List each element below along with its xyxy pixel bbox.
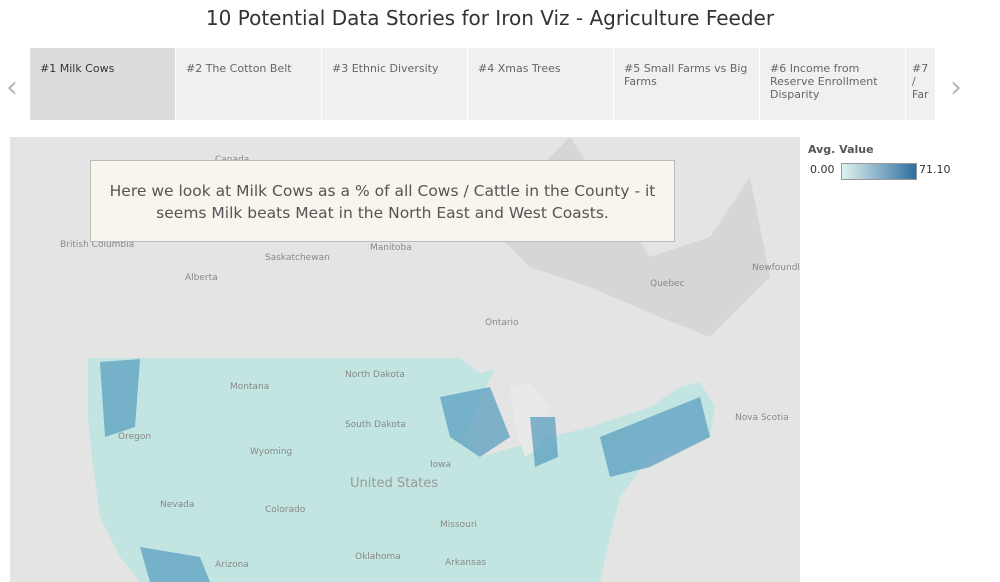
annotation: Here we look at Milk Cows as a % of all … [90, 160, 675, 242]
story-tab[interactable]: #2 The Cotton Belt [176, 48, 322, 120]
united-states [88, 358, 715, 582]
map-label: Oregon [118, 432, 151, 442]
map-label: Missouri [440, 520, 477, 530]
map-label: British Columbia [60, 240, 134, 250]
map-label: Colorado [265, 505, 306, 515]
legend-bar [841, 163, 917, 180]
map-label: South Dakota [345, 420, 406, 430]
map-label: Newfoundland and Labrador [752, 263, 800, 273]
story-tab[interactable]: #4 Xmas Trees [468, 48, 614, 120]
map-label: Alberta [185, 273, 218, 283]
map-label: Iowa [430, 460, 451, 470]
map-label: Ontario [485, 318, 519, 328]
map-label: Nevada [160, 500, 194, 510]
title: 10 Potential Data Stories for Iron Viz -… [205, 6, 775, 30]
legend: Avg. Value 0.00 71.10 [808, 143, 951, 180]
map-label: Arkansas [445, 558, 486, 568]
legend-title: Avg. Value [808, 143, 874, 156]
map-label: Saskatchewan [265, 253, 330, 263]
map-label: United States [350, 476, 438, 491]
map-label: Oklahoma [355, 552, 401, 562]
map-label: Arizona [215, 560, 249, 570]
legend-max: 71.10 [919, 163, 951, 176]
story-tab[interactable]: #1 Milk Cows [30, 48, 176, 120]
map-label: Montana [230, 382, 269, 392]
prev-arrow[interactable]: ‹ [6, 70, 18, 105]
next-arrow[interactable]: › [950, 70, 962, 105]
high-values [100, 359, 710, 582]
story-tab[interactable]: #3 Ethnic Diversity [322, 48, 468, 120]
story-tab[interactable]: #7 / Far [906, 48, 936, 120]
map-label: Wyoming [250, 447, 292, 457]
map-label: Manitoba [370, 243, 412, 253]
map-label: Nova Scotia [735, 413, 789, 423]
legend-min: 0.00 [810, 163, 835, 176]
story-tabs: #1 Milk Cows #2 The Cotton Belt #3 Ethnic … [30, 48, 940, 120]
story-tab[interactable]: #6 Income from Reserve Enrollment Dispar… [760, 48, 906, 120]
map-label: North Dakota [345, 370, 405, 380]
map-label: Quebec [650, 279, 685, 289]
story-tab[interactable]: #5 Small Farms vs Big Farms [614, 48, 760, 120]
